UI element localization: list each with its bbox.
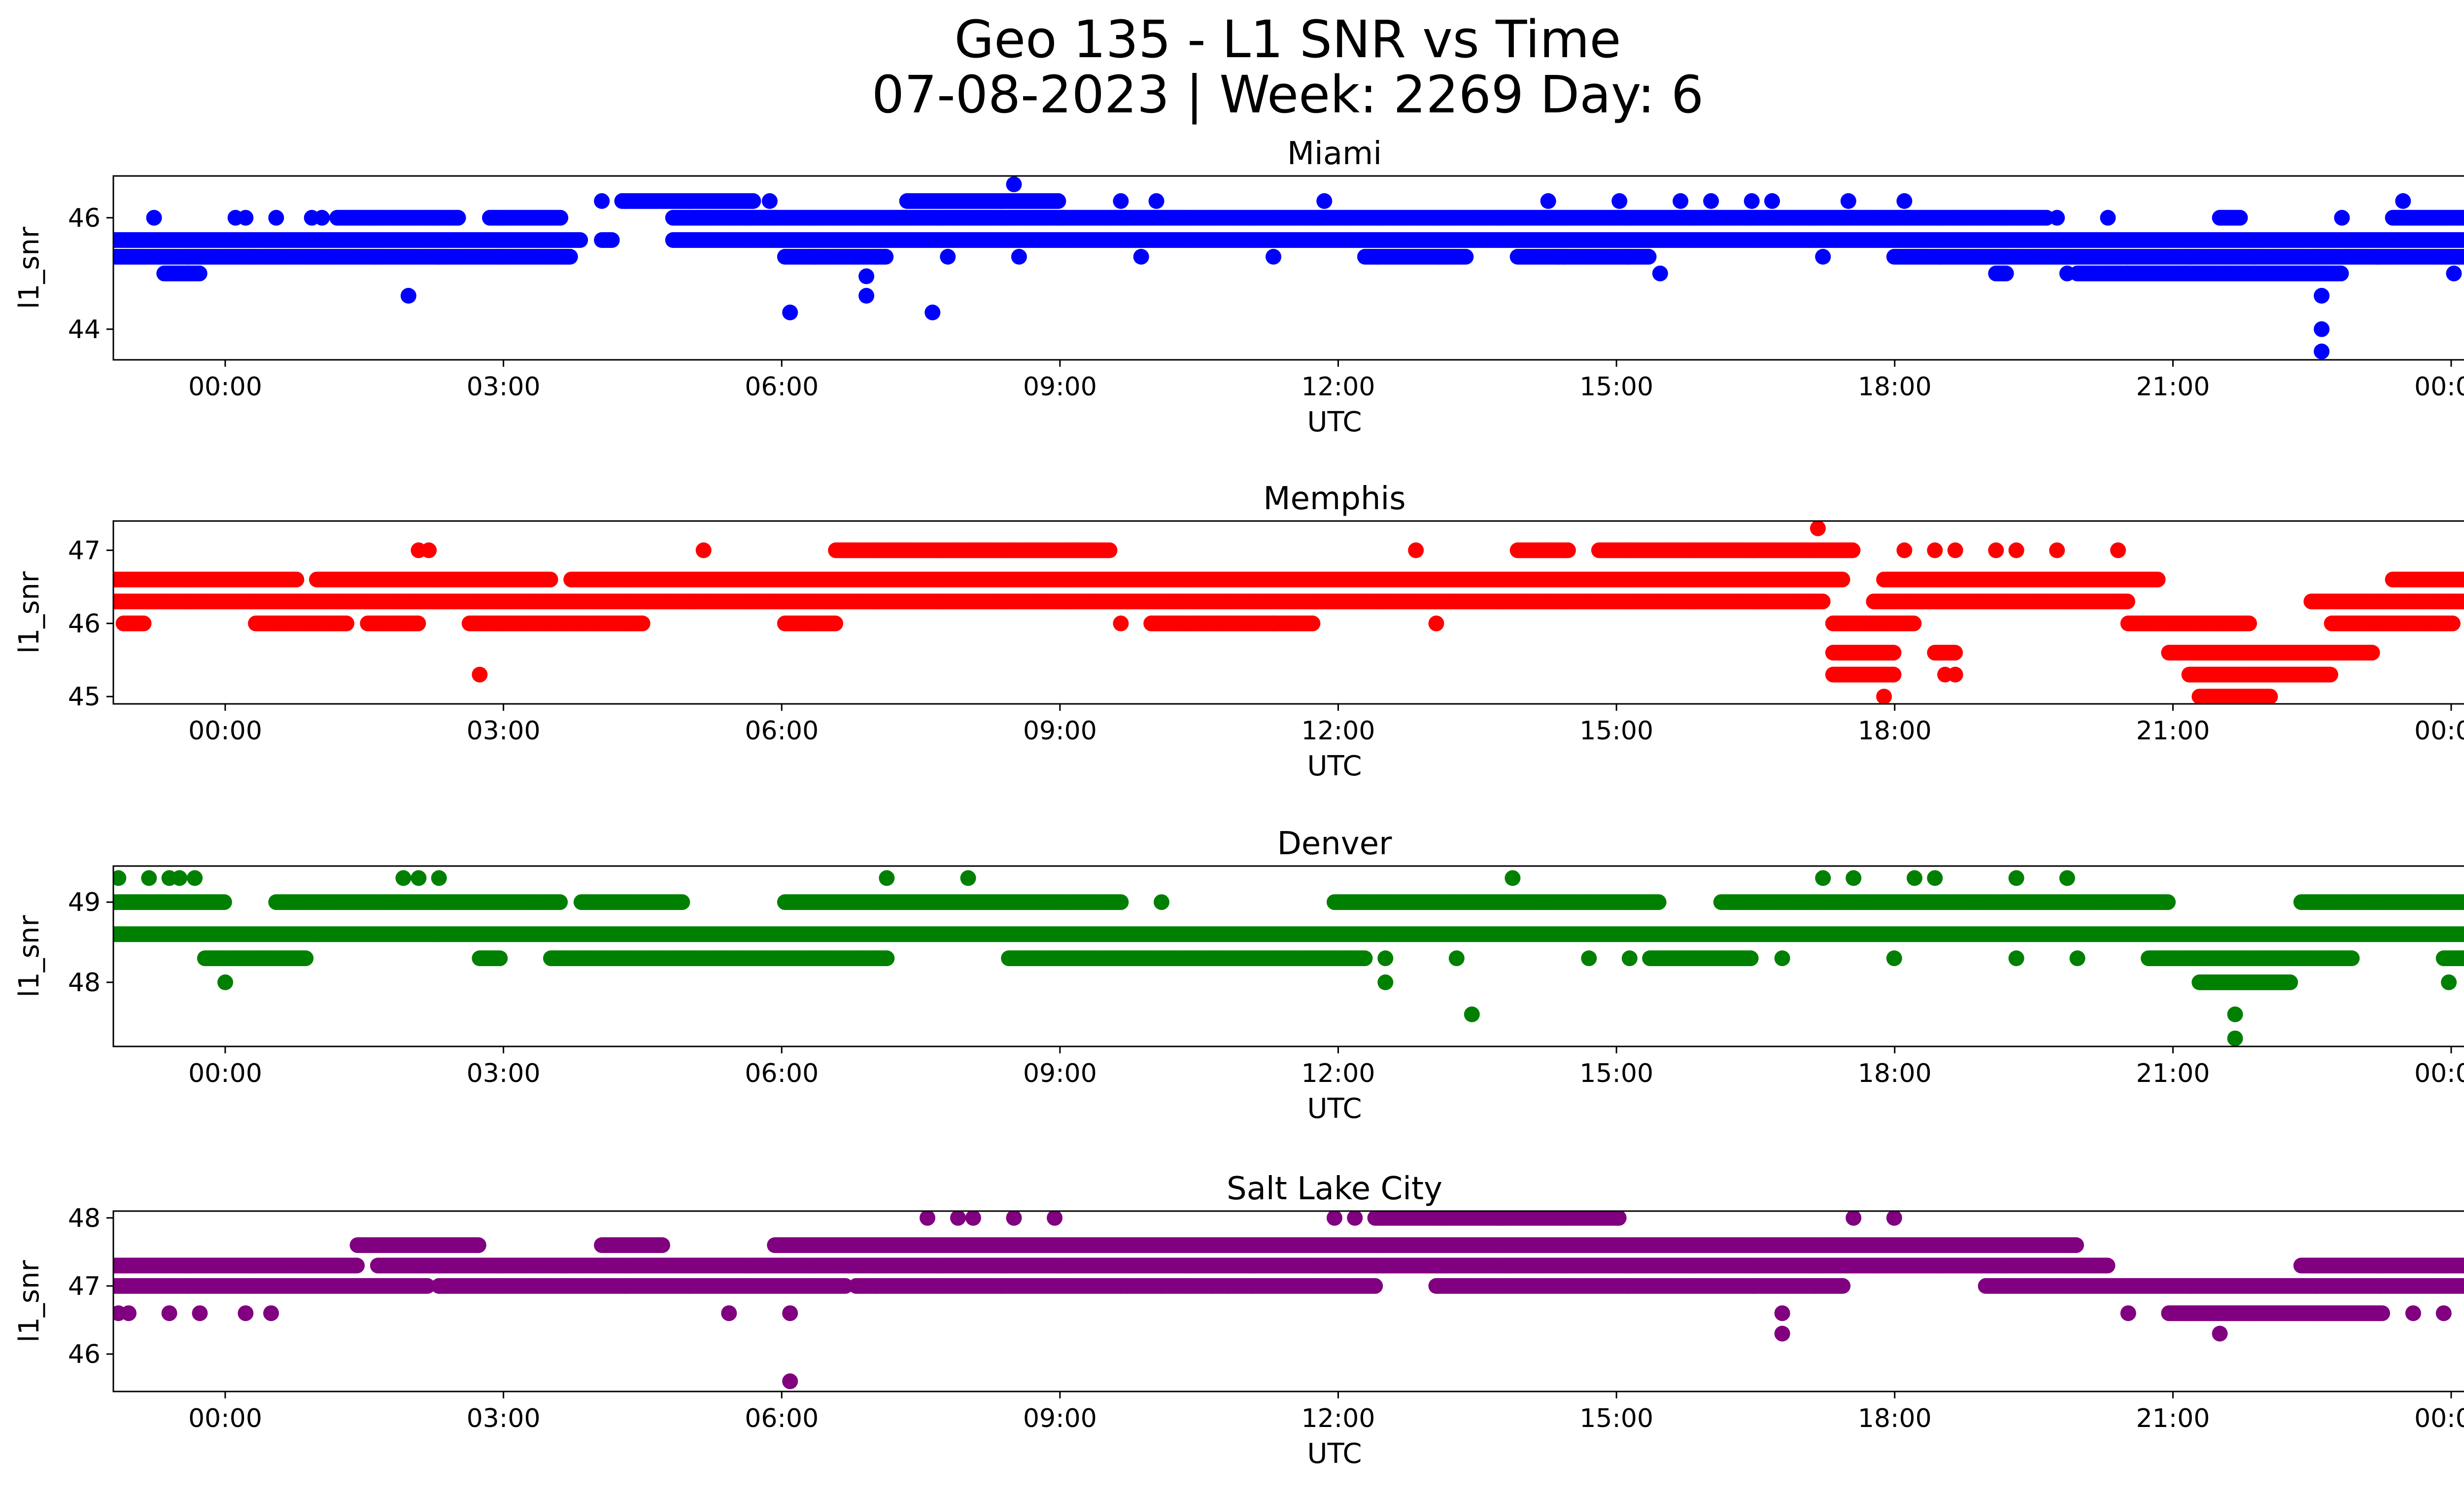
miami-y-tick-label: 46 <box>68 204 101 233</box>
miami-point <box>1050 193 1066 209</box>
miami-point <box>1458 248 1474 265</box>
miami-point <box>552 209 569 226</box>
miami-x-axis-label: UTC <box>1307 406 1362 438</box>
miami-outlier-point <box>314 209 330 226</box>
miami-outlier-point <box>1148 193 1164 209</box>
miami-outlier-point <box>1550 248 1567 265</box>
miami-outlier-point <box>1673 193 1689 209</box>
miami-outlier-point <box>1011 248 1027 265</box>
miami-outlier-point <box>1266 248 1282 265</box>
miami-data-series <box>113 176 2464 359</box>
memphis-point <box>2119 593 2135 610</box>
miami-point <box>562 248 578 265</box>
miami-x-tick-label: 06:00 <box>745 372 819 402</box>
miami-point <box>2232 209 2248 226</box>
miami-outlier-point <box>1113 193 1129 209</box>
memphis-point <box>1814 593 1831 610</box>
miami-point <box>1641 248 1657 265</box>
miami-outlier-point <box>238 209 254 226</box>
miami-outlier-point <box>594 193 610 209</box>
miami-point <box>2462 251 2464 262</box>
miami-outlier-point <box>1764 193 1780 209</box>
miami-point <box>191 265 207 281</box>
miami-y-axis-label: l1_snr <box>13 226 45 309</box>
miami-outlier-point <box>400 288 416 304</box>
miami-x-tick-label: 15:00 <box>1579 372 1653 402</box>
miami-outlier-point <box>1815 248 1831 265</box>
miami-point <box>2462 234 2464 246</box>
miami-outlier-point <box>1540 193 1556 209</box>
miami-x-tick-label: 03:00 <box>467 372 541 402</box>
miami-title: Miami <box>1287 136 1382 172</box>
miami-point <box>572 232 588 248</box>
miami-outlier-point <box>761 193 778 209</box>
miami-point <box>604 232 620 248</box>
miami-outlier-point <box>1006 176 1022 192</box>
miami-outlier-point <box>2049 209 2065 226</box>
miami-outlier-point <box>1896 193 1913 209</box>
miami-outlier-point <box>1703 193 1719 209</box>
miami-outlier-point <box>858 268 875 284</box>
miami-x-tick-label: 21:00 <box>2136 372 2210 402</box>
miami-point <box>450 209 466 226</box>
miami-outlier-point <box>1840 193 1856 209</box>
miami-outlier-point <box>782 304 798 320</box>
miami-x-tick-label: 12:00 <box>1301 372 1375 402</box>
miami-outlier-point <box>940 248 956 265</box>
miami-outlier-point <box>1744 193 1760 209</box>
miami-point <box>745 193 761 209</box>
memphis-title: Memphis <box>1263 481 1405 517</box>
miami-point <box>878 248 894 265</box>
miami-x-tick-label: 09:00 <box>1023 372 1097 402</box>
memphis-data-series <box>113 521 2464 704</box>
figure-subtitle: 07-08-2023 | Week: 2269 Day: 6 <box>871 65 1704 125</box>
miami-x-tick-label: 00:00 <box>188 372 262 402</box>
miami-outlier-point <box>2446 265 2462 281</box>
miami-outlier-point <box>2314 321 2330 337</box>
miami-y-tick-label: 44 <box>68 315 101 345</box>
miami-panel: Miami 00:00 03:00 06:00 09:00 12:00 15:00 18:00… <box>13 136 2464 438</box>
miami-x-tick-label: 18:00 <box>1858 372 1932 402</box>
miami-outlier-point <box>1133 248 1149 265</box>
miami-outlier-point <box>268 209 284 226</box>
figure-title: Geo 135 - L1 SNR vs Time <box>954 9 1621 70</box>
miami-outlier-point <box>1611 193 1628 209</box>
miami-point <box>2462 212 2464 223</box>
miami-axes-frame <box>112 175 2464 361</box>
miami-outlier-point <box>146 209 162 226</box>
miami-x-tick-label: 00:00 <box>2414 372 2464 402</box>
miami-point <box>2333 265 2349 281</box>
miami-outlier-point <box>2334 209 2350 226</box>
miami-outlier-point <box>924 304 941 320</box>
miami-outlier-point <box>2100 209 2116 226</box>
miami-outlier-point <box>1652 265 1668 281</box>
miami-outlier-point <box>2314 344 2330 359</box>
miami-point <box>1998 265 2014 281</box>
miami-outlier-point <box>1316 193 1333 209</box>
miami-outlier-point <box>2395 193 2411 209</box>
miami-outlier-point <box>858 288 875 304</box>
miami-outlier-point <box>2314 288 2330 304</box>
miami-outlier-point <box>2059 265 2075 281</box>
